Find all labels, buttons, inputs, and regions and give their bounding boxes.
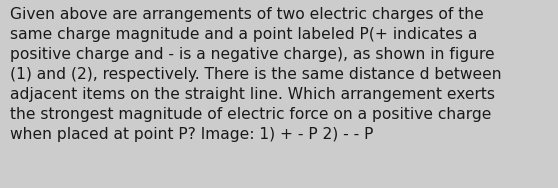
Text: Given above are arrangements of two electric charges of the
same charge magnitud: Given above are arrangements of two elec… bbox=[10, 7, 502, 142]
